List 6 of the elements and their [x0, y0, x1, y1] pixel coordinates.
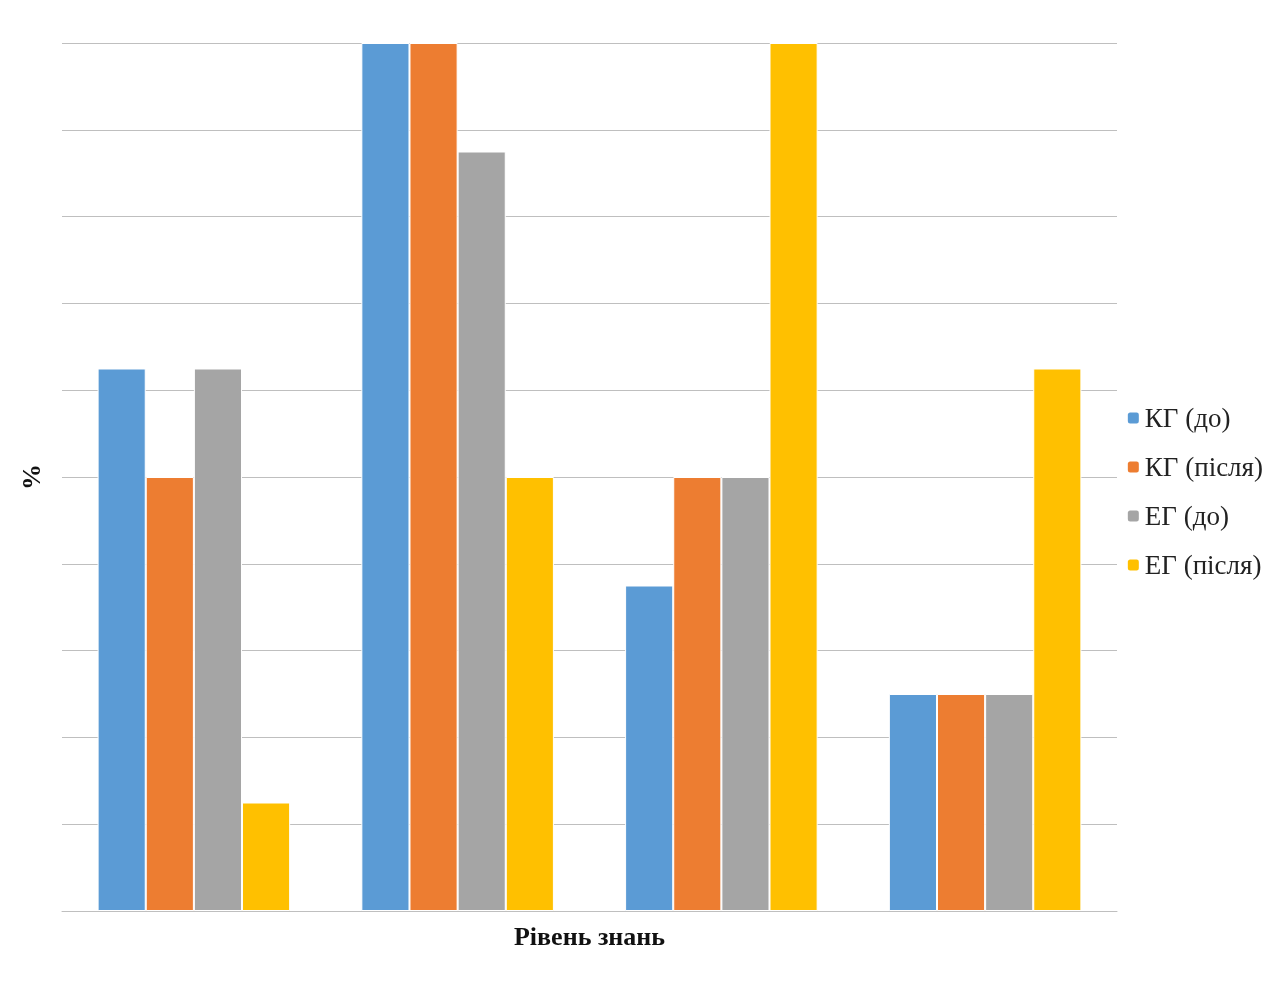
y-axis-title: %: [16, 464, 46, 490]
x-axis-title: Рівень знань: [513, 922, 666, 952]
legend-label: ЕГ (після): [1144, 550, 1262, 580]
legend-label: КГ (після): [1144, 452, 1264, 482]
legend-label: ЕГ (до): [1144, 501, 1229, 531]
legend-label: КГ (до): [1144, 403, 1231, 433]
